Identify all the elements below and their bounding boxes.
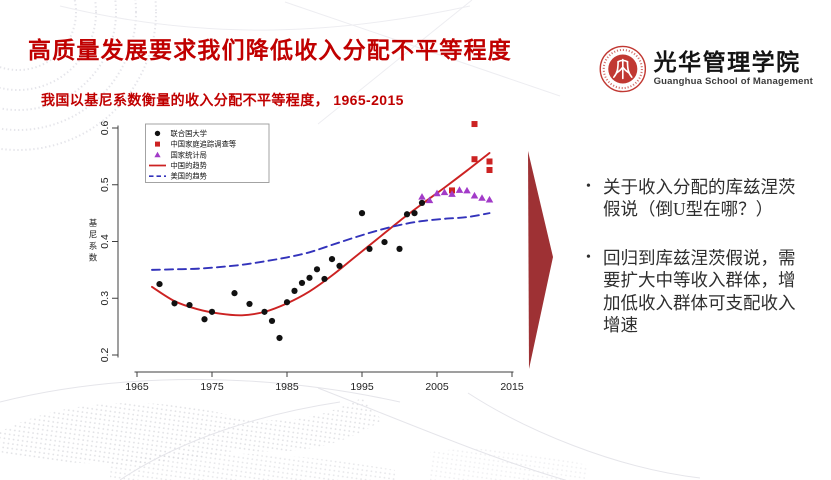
svg-text:1975: 1975 [200,381,224,393]
transition-arrow [528,151,553,369]
chart-scatter-series-1 [449,121,493,194]
svg-text:0.4: 0.4 [99,234,111,249]
svg-text:1965: 1965 [125,381,149,393]
bullet-text: 回归到库兹涅茨假说，需要扩大中等收入群体，增加低收入群体可支配收入增速 [603,247,796,336]
svg-text:基: 基 [89,218,98,228]
logo-school-name: 光华管理学院 [653,50,801,76]
logo-school-name-en: Guanghua School of Management [653,76,813,88]
guanghua-logo: 光华管理学院 Guanghua School of Management [598,38,813,100]
svg-text:1995: 1995 [350,381,374,393]
slide-subtitle: 我国以基尼系数衡量的收入分配不平等程度， 1965-2015 [41,92,404,108]
svg-text:2015: 2015 [500,381,524,393]
svg-text:0.2: 0.2 [99,348,111,363]
chart-scatter-series-0 [156,199,426,342]
svg-text:尼: 尼 [89,230,98,240]
svg-text:2005: 2005 [425,381,449,393]
bullet-list: • 关于收入分配的库兹涅茨假说（倒U型在哪？） • 回归到库兹涅茨假说，需要扩大… [586,176,798,362]
svg-text:1985: 1985 [275,381,299,393]
bullet-item: • 回归到库兹涅茨假说，需要扩大中等收入群体，增加低收入群体可支配收入增速 [586,247,798,337]
chart-axes: 0.2 0.3 0.4 0.5 0.6 1965 1975 1985 1995 2005 2015 [99,121,524,393]
bullet-text: 关于收入分配的库兹涅茨假说（倒U型在哪？） [603,177,796,220]
svg-text:0.6: 0.6 [99,121,111,136]
chart-trend-line-0 [151,152,491,317]
svg-text:美国的趋势: 美国的趋势 [171,172,208,181]
pku-seal-icon [599,45,647,93]
chart-ylabel: 基尼系数 [89,218,98,263]
svg-text:联合国大学: 联合国大学 [171,129,207,138]
svg-text:0.5: 0.5 [99,177,111,192]
slide-title: 高质量发展要求我们降低收入分配不平等程度 [28,37,512,63]
svg-text:系: 系 [89,241,98,251]
bullet-icon: • [586,179,591,194]
chart-scatter-series-2 [418,186,494,204]
svg-text:0.3: 0.3 [99,291,111,306]
chart-trend-line-1 [151,212,491,271]
bullet-icon: • [586,249,591,265]
svg-text:国家统计局: 国家统计局 [171,150,207,159]
bullet-item: • 关于收入分配的库兹涅茨假说（倒U型在哪？） [586,176,798,221]
svg-text:中国家庭追踪调查等: 中国家庭追踪调查等 [171,140,237,149]
svg-text:数: 数 [89,253,98,263]
svg-text:中国的趋势: 中国的趋势 [171,161,208,170]
